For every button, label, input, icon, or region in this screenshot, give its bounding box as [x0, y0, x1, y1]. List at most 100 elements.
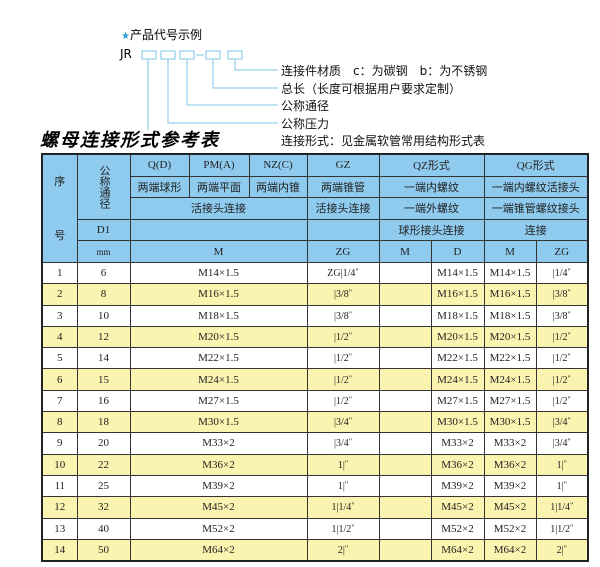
row-qg-m: M36×2 — [483, 453, 537, 476]
thread-size-value: |1/2 — [552, 374, 568, 386]
table-row: 5 14 M22×1.5 |1/2" M22×1.5 M22×1.5 |1/2" — [41, 347, 589, 370]
row-qz-m — [378, 261, 432, 285]
row-zg: 2|" — [306, 538, 380, 562]
row-qg-zg: |1/4" — [535, 261, 589, 285]
empty-cell — [129, 218, 308, 242]
row-qg-zg: |3/8" — [535, 283, 589, 306]
row-qg-zg: |3/4" — [535, 432, 589, 455]
row-qg-zg: |1/2" — [535, 325, 589, 349]
thread-size-value: 1| — [337, 481, 345, 493]
row-m: M22×1.5 — [129, 347, 308, 370]
unit-mm: mm — [76, 240, 131, 263]
row-zg: |3/4" — [306, 411, 380, 434]
row-qg-m: M33×2 — [483, 432, 537, 455]
inch-mark: " — [563, 458, 567, 468]
row-no: 4 — [41, 325, 78, 349]
col-qz: QZ形式 — [378, 153, 485, 177]
row-m: M33×2 — [129, 432, 308, 455]
inch-mark: " — [567, 309, 571, 319]
seq-header-a: 序 — [54, 176, 66, 189]
row-no: 9 — [41, 432, 78, 455]
row-qg-m: M22×1.5 — [483, 347, 537, 370]
row-qz-d: M18×1.5 — [430, 304, 485, 327]
inch-mark: " — [567, 352, 571, 362]
thread-size-value: 1|1/2 — [331, 523, 352, 535]
thread-size-value: 1| — [556, 459, 564, 471]
row-dn: 20 — [76, 432, 131, 455]
row-qg-zg: 1|1/2" — [535, 517, 589, 540]
inch-mark: " — [563, 480, 567, 490]
thread-size-value: 1| — [337, 459, 345, 471]
row-qg-zg: |1/2" — [535, 347, 589, 370]
row-qg-m: M24×1.5 — [483, 368, 537, 391]
row-zg: |1/2" — [306, 325, 380, 349]
row-no: 10 — [41, 453, 78, 476]
row-zg: |3/8" — [306, 283, 380, 306]
row-qz-d: M14×1.5 — [430, 261, 485, 285]
thread-size-value: 2| — [337, 544, 345, 556]
row-qg-m: M64×2 — [483, 538, 537, 562]
conn-qg: 一端锥管螺纹接头 — [483, 197, 589, 220]
sub-qz-m: M — [378, 240, 432, 263]
row-zg: |3/8" — [306, 304, 380, 327]
inch-mark: " — [348, 394, 353, 404]
table-row: 1 6 M14×1.5 ZG|1/4" M14×1.5 M14×1.5 |1/4" — [41, 261, 589, 285]
desc-pma: 两端平面 — [188, 175, 250, 199]
thread-size-value: 1|1/2 — [550, 523, 570, 535]
row-zg: 1|" — [306, 474, 380, 498]
thread-size-value: |1/2 — [552, 332, 568, 343]
row-qz-d: M52×2 — [430, 517, 485, 540]
table-row: 12 32 M45×2 1|1/4" M45×2 M45×2 1|1/4" — [41, 496, 589, 519]
row-m: M39×2 — [129, 474, 308, 498]
thread-size-value: |1/2 — [333, 374, 349, 386]
thread-size-value: 1|1/4 — [550, 502, 570, 514]
row-qg-zg: |3/4" — [535, 411, 589, 434]
inch-mark: " — [567, 394, 571, 404]
inch-mark: " — [351, 522, 355, 532]
thread-size-value: |3/4 — [333, 438, 349, 450]
sub-qg-zg: ZG — [535, 240, 589, 263]
row-qz-m — [378, 432, 432, 455]
thread-size-value: 1| — [556, 481, 564, 493]
table-row: 10 22 M36×2 1|" M36×2 M36×2 1|" — [41, 453, 589, 476]
sub-qg-m: M — [483, 240, 537, 263]
inch-mark: " — [344, 543, 349, 553]
thread-size-value: |1/2 — [333, 353, 349, 365]
row-zg: ZG|1/4" — [306, 261, 380, 285]
row-zg: 1|" — [306, 453, 380, 476]
row-qz-d: M64×2 — [430, 538, 485, 562]
label-nominal-diameter: 公称通径 — [281, 99, 330, 113]
row-no: 3 — [41, 304, 78, 327]
row-qz-m — [378, 325, 432, 349]
table-row: 2 8 M16×1.5 |3/8" M16×1.5 M16×1.5 |3/8" — [41, 283, 589, 306]
thread-size-value: |3/4 — [552, 417, 568, 429]
thread-size-value: |3/8 — [333, 310, 349, 322]
thread-size-value: |1/2 — [333, 332, 349, 343]
row-dn: 15 — [76, 368, 131, 391]
row-qz-d: M45×2 — [430, 496, 485, 519]
table-row: 4 12 M20×1.5 |1/2" M20×1.5 M20×1.5 |1/2" — [41, 325, 589, 349]
inch-mark: " — [348, 288, 353, 298]
row-qz-d: M39×2 — [430, 474, 485, 498]
table-row: 8 18 M30×1.5 |3/4" M30×1.5 M30×1.5 |3/4" — [41, 411, 589, 434]
sub-qz-d: D — [430, 240, 485, 263]
row-dn: 50 — [76, 538, 131, 562]
inch-mark: " — [567, 331, 571, 340]
row-m: M52×2 — [129, 517, 308, 540]
row-qg-zg: 1|" — [535, 453, 589, 476]
conn2-qg: 连接 — [483, 218, 589, 242]
thread-size-value: |3/4 — [333, 417, 349, 429]
row-qz-d: M27×1.5 — [430, 389, 485, 413]
thread-size-value: |1/2 — [552, 353, 568, 365]
table-row: 3 10 M18×1.5 |3/8" M18×1.5 M18×1.5 |3/8" — [41, 304, 589, 327]
table-row: 7 16 M27×1.5 |1/2" M27×1.5 M27×1.5 |1/2" — [41, 389, 589, 413]
row-qz-m — [378, 411, 432, 434]
table-row: 6 15 M24×1.5 |1/2" M24×1.5 M24×1.5 |1/2" — [41, 368, 589, 391]
label-material: 连接件材质 c：为碳钢 b：为不锈钢 — [281, 64, 488, 78]
conn-qd-nz: 活接头连接 — [129, 197, 308, 220]
code-prefix: JR — [120, 47, 132, 61]
row-no: 12 — [41, 496, 78, 519]
row-m: M27×1.5 — [129, 389, 308, 413]
inch-mark: " — [344, 458, 349, 468]
thread-size-value: |1/2 — [552, 395, 568, 407]
